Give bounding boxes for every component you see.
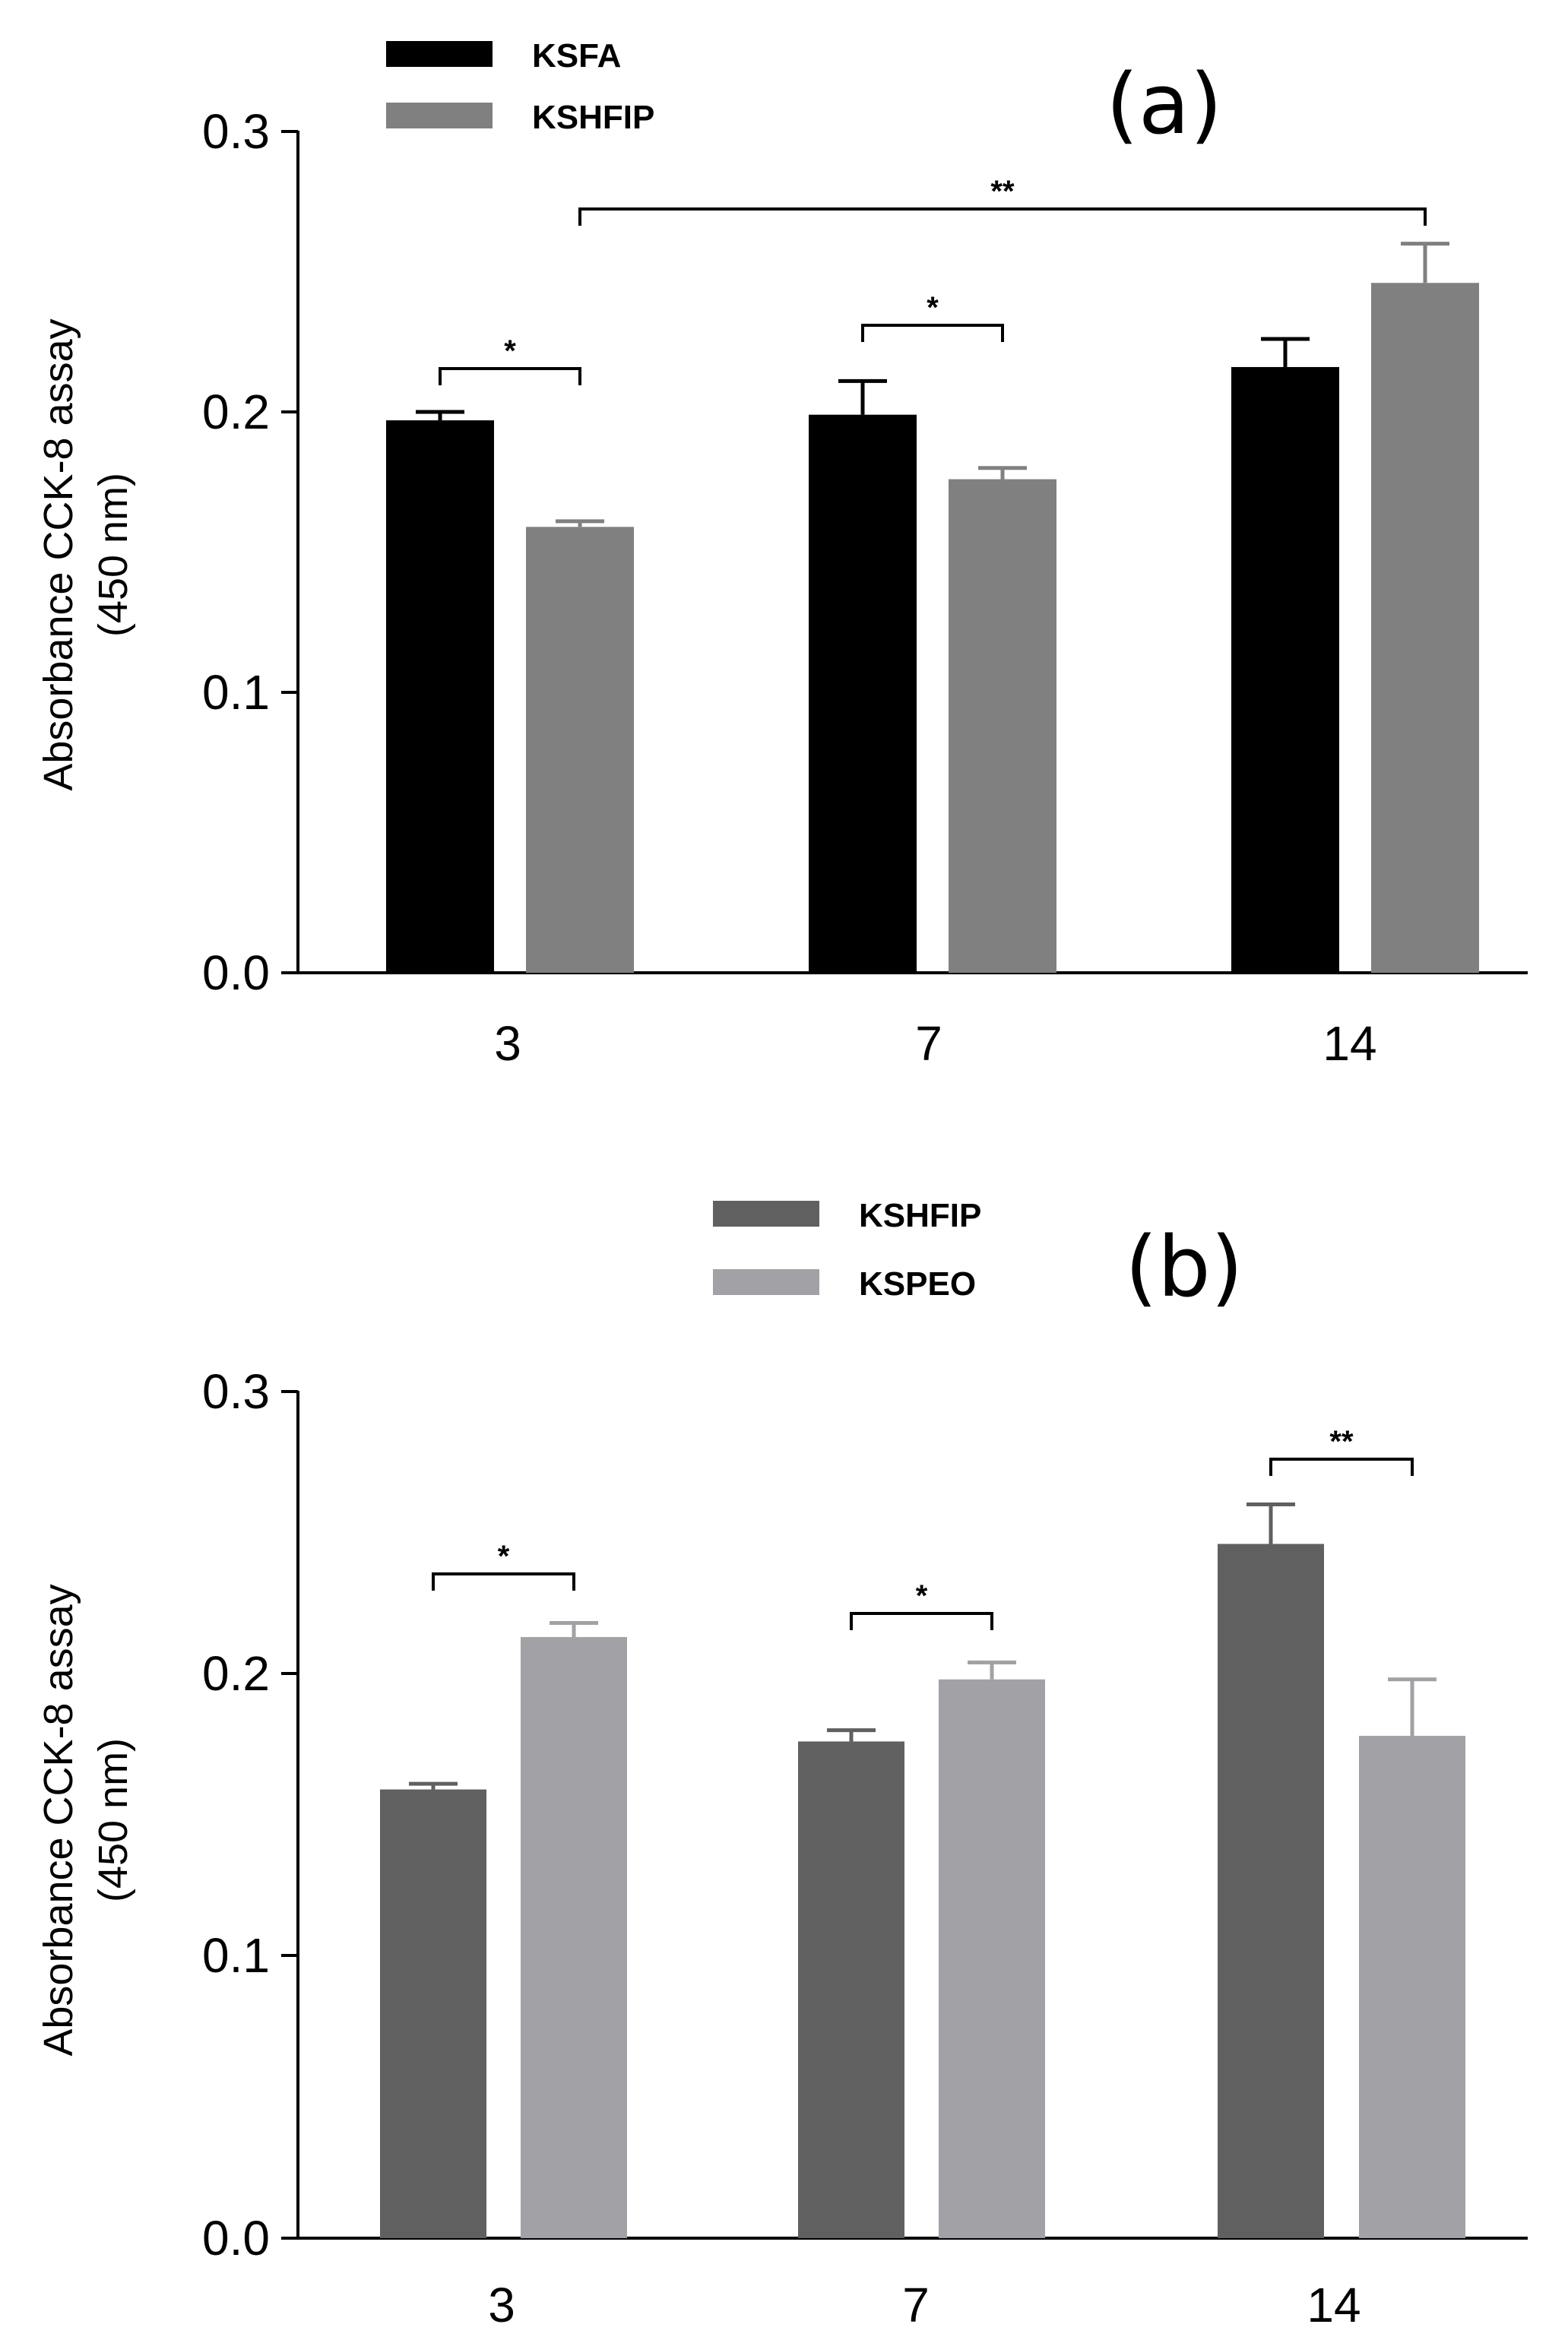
bar-kshfip-3 <box>380 1789 486 2238</box>
significance-bracket <box>1269 1458 1414 1476</box>
y-axis-title-line2: (450 nm) <box>90 473 136 637</box>
y-tick-label: 0.2 <box>202 385 270 439</box>
bar-ksfa-7 <box>809 414 917 973</box>
panel-a-legend: KSFA KSHFIP <box>386 37 654 136</box>
bar-ksfa-14 <box>1231 366 1339 974</box>
bar-kshfip-14 <box>1218 1544 1324 2238</box>
panel-b-significance: **** <box>432 1425 1414 1630</box>
bar-kshfip-14 <box>1371 283 1479 973</box>
legend-label-kspeo: KSPEO <box>859 1265 976 1303</box>
panel-a-bars <box>386 242 1479 974</box>
panel-b-bars <box>380 1502 1465 2238</box>
y-tick-label: 0.1 <box>202 665 270 720</box>
bar-kshfip-3 <box>526 527 634 973</box>
legend-label-kshfip: KSHFIP <box>859 1197 981 1234</box>
legend-swatch-kshfip <box>713 1201 819 1227</box>
y-axis-title-line2: (450 nm) <box>90 1738 136 1902</box>
y-tick-label: 0.2 <box>202 1646 270 1701</box>
significance-label: ** <box>1329 1425 1354 1458</box>
panel-b-y-axis-title: Absorbance CCK-8 assay (450 nm) <box>36 1584 136 2056</box>
significance-label: * <box>504 334 516 368</box>
significance-bracket <box>850 1612 993 1630</box>
y-axis-title-line1: Absorbance CCK-8 assay <box>36 318 81 790</box>
significance-label: * <box>498 1540 510 1573</box>
bar-kspeo-7 <box>939 1679 1045 2238</box>
x-tick-label: 14 <box>1323 1016 1376 1071</box>
bar-kspeo-3 <box>521 1637 627 2238</box>
bar-kspeo-14 <box>1359 1736 1465 2238</box>
legend-label-ksfa: KSFA <box>532 37 621 74</box>
panel-a-label: (a) <box>1106 55 1222 153</box>
legend-label-kshfip: KSHFIP <box>532 99 654 136</box>
y-tick-label: 0.0 <box>202 2211 270 2266</box>
significance-label: * <box>927 291 939 325</box>
y-tick-label: 0.3 <box>202 104 270 159</box>
panel-b-chart: (b) KSHFIP KSPEO Absorbance CCK-8 assay … <box>36 1197 1528 2332</box>
y-tick-label: 0.1 <box>202 1928 270 1983</box>
panel-a-y-axis-title: Absorbance CCK-8 assay (450 nm) <box>36 318 136 790</box>
x-tick-label: 14 <box>1307 2278 1361 2332</box>
panel-a-significance: **** <box>439 175 1427 385</box>
panel-b-label: (b) <box>1125 1218 1243 1316</box>
significance-bracket <box>432 1572 575 1591</box>
legend-swatch-ksfa <box>386 41 493 67</box>
y-tick-label: 0.0 <box>202 945 270 1000</box>
x-tick-label: 3 <box>488 2278 515 2332</box>
bar-kshfip-7 <box>949 479 1056 973</box>
significance-bracket <box>578 207 1427 226</box>
panel-a-chart: (a) KSFA KSHFIP Absorbance CCK-8 assay (… <box>36 37 1528 1071</box>
x-tick-label: 7 <box>915 1016 942 1071</box>
panel-b-legend: KSHFIP KSPEO <box>713 1197 981 1303</box>
x-tick-label: 3 <box>494 1016 521 1071</box>
significance-label: * <box>916 1579 928 1613</box>
x-tick-label: 7 <box>902 2278 930 2332</box>
bar-ksfa-3 <box>386 420 494 973</box>
y-axis-title-line1: Absorbance CCK-8 assay <box>36 1584 81 2056</box>
y-tick-label: 0.3 <box>202 1364 270 1419</box>
legend-swatch-kshfip <box>386 103 493 128</box>
significance-label: ** <box>990 175 1015 208</box>
legend-swatch-kspeo <box>713 1269 819 1295</box>
significance-bracket <box>439 367 581 385</box>
significance-bracket <box>861 324 1004 342</box>
bar-kshfip-7 <box>798 1741 904 2238</box>
